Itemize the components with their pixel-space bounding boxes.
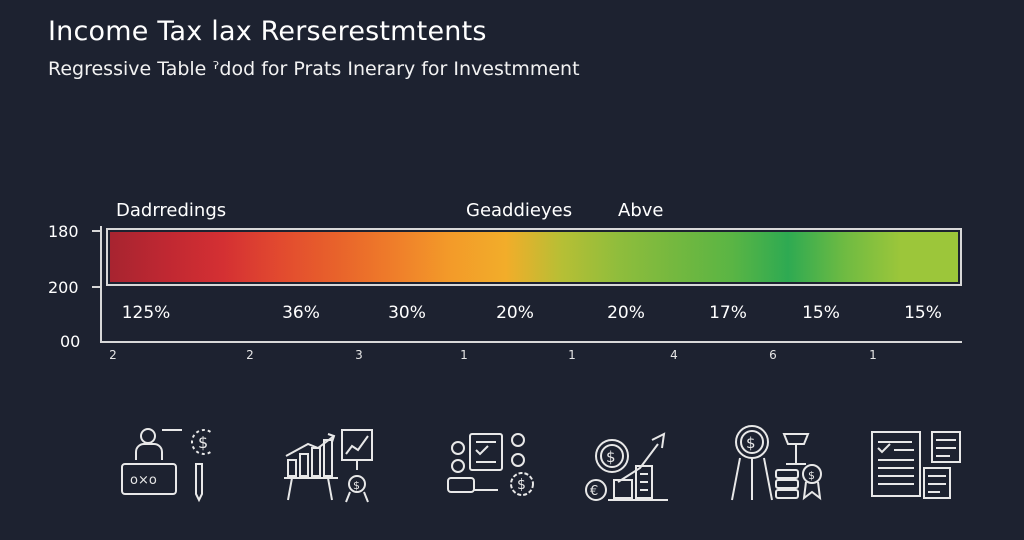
svg-text:$: $ — [606, 448, 616, 466]
bar-segment — [731, 232, 789, 282]
percent-label: 17% — [709, 303, 747, 323]
svg-text:$: $ — [198, 433, 208, 452]
presenter-icon: $ o×o — [112, 420, 217, 506]
coins-chart-icon: $ € — [578, 420, 678, 506]
svg-text:$: $ — [746, 434, 756, 452]
percent-label: 36% — [282, 303, 320, 323]
y-label-1: 180 — [48, 222, 79, 241]
svg-text:$: $ — [808, 469, 815, 482]
bar-segment — [110, 232, 167, 282]
x-axis-line — [100, 341, 962, 343]
growth-chart-icon: $ — [278, 420, 378, 506]
bar-segment — [279, 232, 337, 282]
count-label: 4 — [670, 348, 678, 362]
bar-segment — [166, 232, 224, 282]
count-label: 2 — [246, 348, 254, 362]
percent-label: 20% — [607, 303, 645, 323]
percent-label: 30% — [388, 303, 426, 323]
svg-text:$: $ — [353, 479, 360, 492]
percent-label: 125% — [121, 303, 171, 323]
chart-subtitle: Regressive Table ˀdod for Prats Inerary … — [48, 58, 580, 80]
y-label-3: 00 — [60, 332, 81, 351]
bar-segment — [675, 232, 732, 282]
bar-segment — [505, 232, 563, 282]
count-label: 2 — [109, 348, 117, 362]
count-label: 1 — [460, 348, 468, 362]
y-tick — [92, 286, 102, 288]
percent-label: 15% — [802, 303, 840, 323]
gradient-bar — [106, 228, 962, 286]
bar-segment — [223, 232, 280, 282]
bar-segment — [449, 232, 506, 282]
count-label: 3 — [355, 348, 363, 362]
chart-title: Income Tax lax Rerserestmtents — [48, 16, 487, 47]
bar-segment — [336, 232, 393, 282]
svg-text:o×o: o×o — [130, 473, 157, 488]
bar-segment — [618, 232, 676, 282]
bar-segment — [901, 232, 958, 282]
bar-segment — [562, 232, 619, 282]
header-label-1: Dadrredings — [116, 200, 227, 221]
svg-text:$: $ — [517, 477, 526, 493]
bar-segment — [844, 232, 902, 282]
percent-label: 20% — [496, 303, 534, 323]
header-label-2: Geaddieyes — [466, 200, 573, 221]
header-label-3: Abve — [618, 200, 664, 221]
count-label: 1 — [869, 348, 877, 362]
count-label: 1 — [568, 348, 576, 362]
documents-icon — [866, 420, 966, 506]
percent-label: 15% — [904, 303, 942, 323]
bar-segment — [788, 232, 845, 282]
gradient-bar-fill — [110, 232, 958, 282]
y-tick — [92, 230, 102, 232]
svg-text:€: € — [590, 484, 598, 499]
y-label-2: 200 — [48, 278, 79, 297]
bar-segment — [392, 232, 450, 282]
y-axis-line — [100, 226, 102, 343]
count-label: 6 — [769, 348, 777, 362]
checklist-icon: $ — [438, 420, 538, 506]
award-scale-icon: $ $ — [722, 420, 822, 506]
